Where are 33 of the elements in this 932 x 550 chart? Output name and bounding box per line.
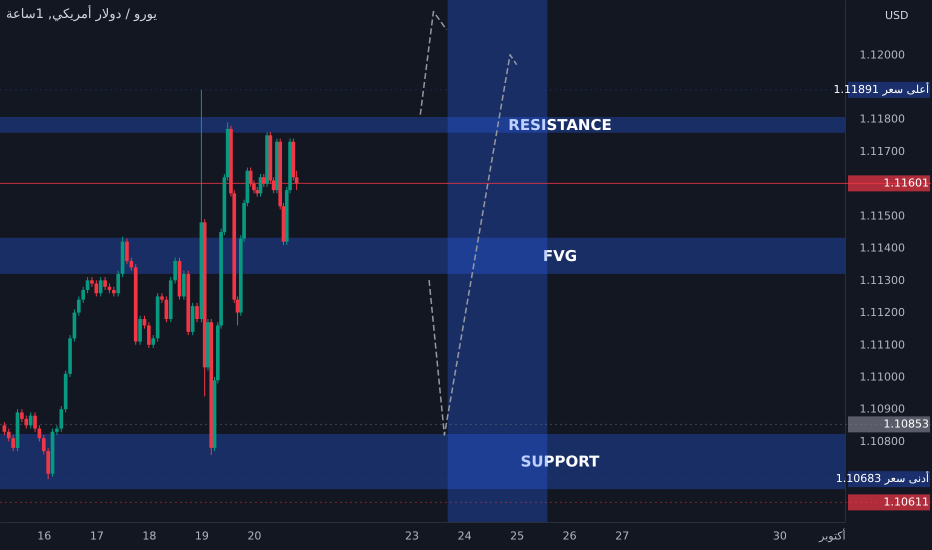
x-tick-label: أكتوبر — [818, 528, 846, 542]
x-tick-label: 17 — [90, 530, 104, 542]
x-tick-label: 20 — [247, 530, 262, 542]
band-label: FVG — [542, 246, 578, 265]
ref-line-label: 1.11601 — [884, 176, 929, 190]
y-tick-label: 1.11100 — [860, 338, 905, 352]
y-tick-label: 1.10900 — [860, 402, 905, 416]
ref-line-label: أعلى سعر 1.11891 — [833, 82, 929, 96]
y-tick-label: 1.11700 — [860, 144, 905, 158]
ref-line-label: 1.10611 — [884, 495, 929, 508]
x-tick-label: 30 — [772, 530, 787, 542]
ref-line-label: أدنى سعر 1.10683 — [836, 471, 929, 486]
x-tick-label: 18 — [142, 530, 156, 542]
y-tick-label: 1.11400 — [860, 242, 905, 255]
y-tick-label: 1.11500 — [860, 209, 905, 222]
x-tick-label: 27 — [615, 530, 630, 542]
x-tick-label: 16 — [37, 530, 52, 542]
x-tick-label: 19 — [194, 530, 209, 542]
text: يورو / دولار أمريكي, 1ساعة — [6, 5, 158, 22]
x-tick-label: 24 — [458, 530, 472, 542]
band-label: SUPPORT — [520, 452, 600, 471]
text: USD — [885, 9, 909, 22]
y-tick-label: 1.11000 — [860, 370, 905, 384]
y-tick-label: 1.11200 — [860, 306, 905, 320]
y-tick-label: 1.12000 — [860, 48, 905, 62]
y-tick-label: 1.11300 — [860, 274, 905, 287]
band-label: RESISTANCE — [508, 116, 612, 134]
x-tick-label: 25 — [510, 530, 524, 542]
ref-line-label: 1.10853 — [884, 417, 929, 430]
x-tick-label: 26 — [562, 530, 577, 542]
y-tick-label: 1.11800 — [860, 112, 905, 126]
y-tick-label: 1.10800 — [860, 434, 905, 448]
x-tick-label: 23 — [405, 530, 420, 542]
